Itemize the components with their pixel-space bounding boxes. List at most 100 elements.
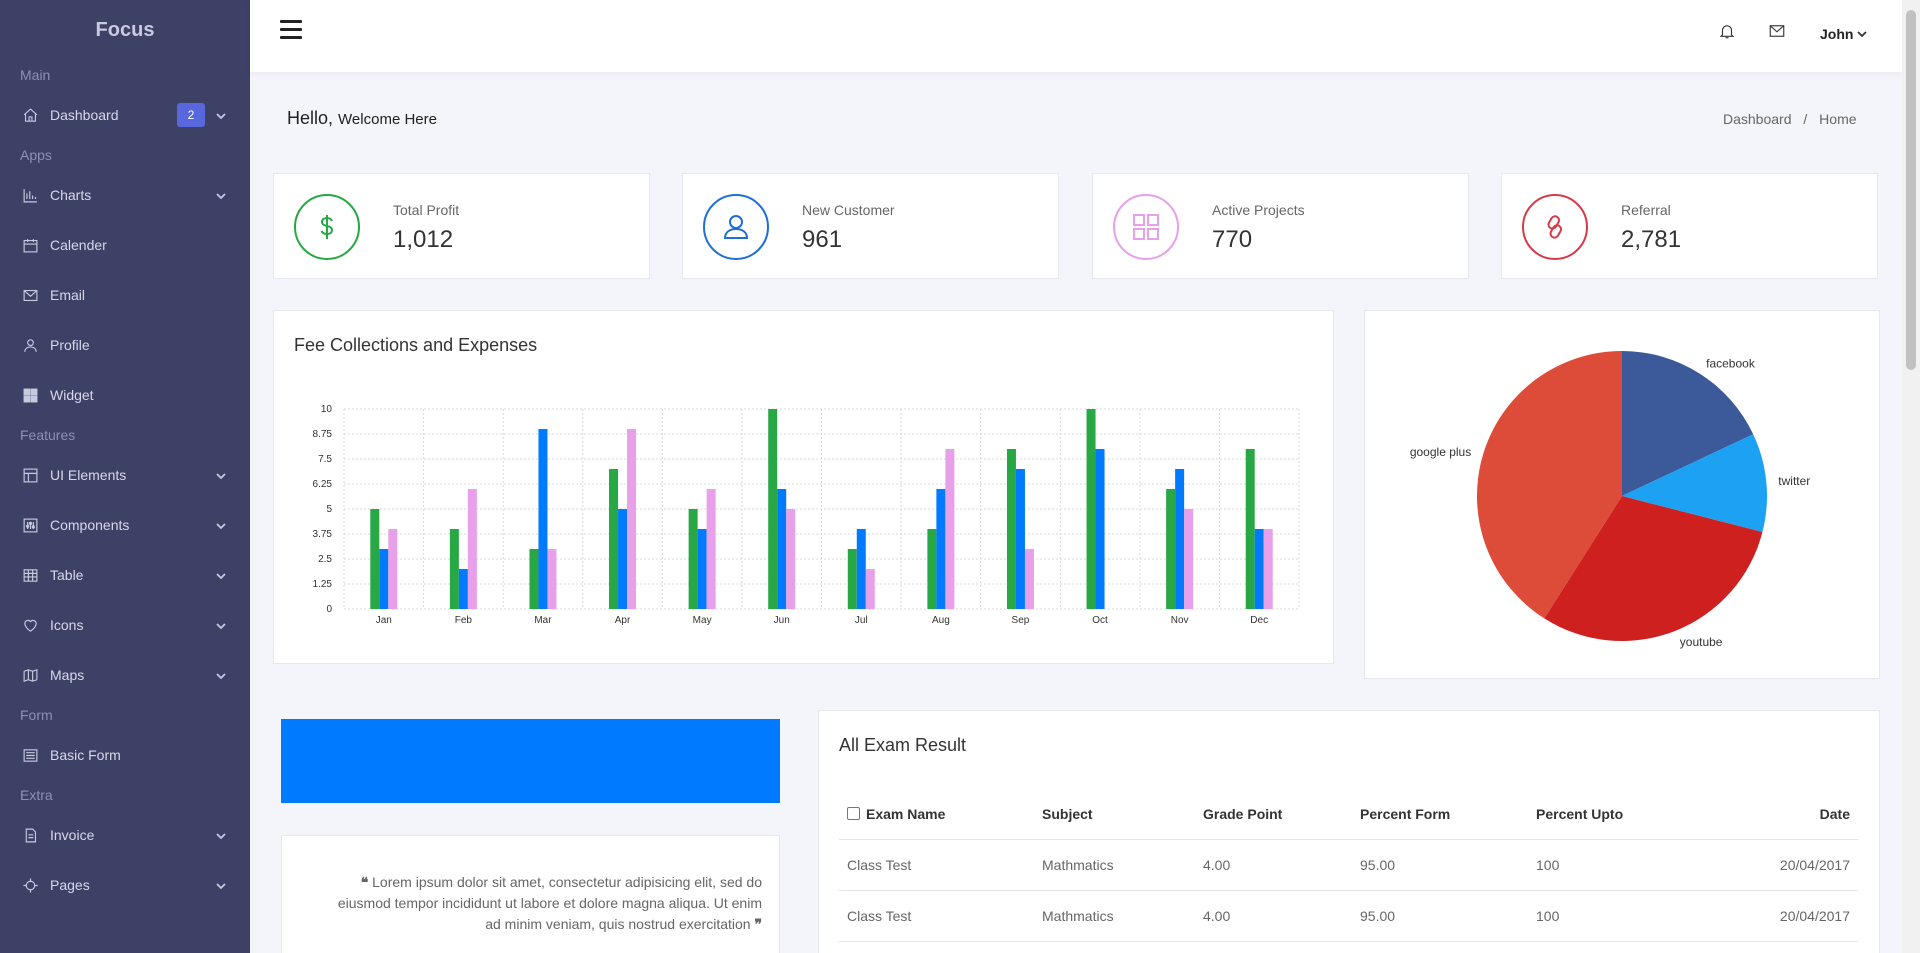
pie-slice — [1622, 434, 1767, 533]
bar — [609, 469, 619, 609]
stat-label: Total Profit — [393, 202, 460, 218]
home-icon — [20, 105, 40, 125]
mail-icon[interactable] — [1768, 22, 1788, 42]
column-percent-form: Percent Form — [1352, 789, 1528, 840]
brand-logo[interactable]: Focus — [95, 18, 155, 41]
x-tick-label: Mar — [534, 615, 552, 626]
bell-icon[interactable] — [1718, 22, 1738, 42]
chevron-down-icon — [215, 519, 227, 531]
sidebar-item-calender[interactable]: Calender — [0, 220, 250, 270]
sidebar-item-label: Icons — [50, 617, 84, 633]
stat-card-referral: Referral 2,781 — [1501, 173, 1878, 279]
pie-label: facebook — [1706, 356, 1756, 370]
cell-percent-upto: 100 — [1528, 839, 1698, 891]
exam-table: Exam Name Subject Grade Point Percent Fo… — [839, 789, 1858, 942]
stat-label: Referral — [1621, 202, 1671, 218]
heart-icon — [20, 615, 40, 635]
breadcrumb-dashboard[interactable]: Dashboard — [1723, 111, 1792, 127]
chevron-down-icon — [215, 189, 227, 201]
sidebar-item-label: Profile — [50, 337, 90, 353]
layout-icon — [20, 465, 40, 485]
chevron-down-icon — [215, 669, 227, 681]
chevron-down-icon — [215, 109, 227, 121]
x-tick-label: Jul — [855, 615, 868, 626]
envelope-icon — [20, 285, 40, 305]
bar — [1015, 469, 1025, 609]
bar — [856, 529, 866, 609]
bar — [370, 509, 380, 609]
column-grade-point: Grade Point — [1195, 789, 1352, 840]
sidebar-item-charts[interactable]: Charts — [0, 170, 250, 220]
bar — [1166, 489, 1176, 609]
blue-banner — [281, 719, 780, 803]
pie-chart: facebook twitter youtube google plus — [1410, 351, 1810, 649]
user-menu[interactable]: John — [1820, 26, 1868, 42]
menu-section-title: Extra — [20, 787, 53, 803]
sidebar-item-pages[interactable]: Pages — [0, 860, 250, 910]
sidebar-item-email[interactable]: Email — [0, 270, 250, 320]
table-row[interactable]: Class Test Mathmatics 4.00 95.00 100 20/… — [839, 890, 1858, 942]
sidebar-item-table[interactable]: Table — [0, 550, 250, 600]
sidebar-item-basic-form[interactable]: Basic Form — [0, 730, 250, 780]
stat-card-total-profit: Total Profit 1,012 — [273, 173, 650, 279]
stat-label: Active Projects — [1212, 202, 1305, 218]
select-all-checkbox[interactable] — [847, 806, 860, 820]
sidebar: Focus Main Dashboard 2 Apps Charts Calender Em… — [0, 0, 250, 953]
sidebar-item-label: Table — [50, 567, 84, 583]
quote-close-icon: ❞ — [754, 916, 762, 932]
bar — [786, 509, 796, 609]
stat-label: New Customer — [802, 202, 895, 218]
cell-exam-name: Class Test — [839, 839, 1034, 891]
bar — [688, 509, 698, 609]
breadcrumb: Dashboard / Home — [1723, 111, 1857, 127]
bar — [865, 569, 875, 609]
sidebar-item-widget[interactable]: Widget — [0, 370, 250, 420]
sidebar-item-dashboard[interactable]: Dashboard 2 — [0, 90, 250, 140]
y-tick-label: 7.5 — [318, 454, 332, 465]
hello-text: Hello, — [287, 108, 334, 128]
sidebar-item-invoice[interactable]: Invoice — [0, 810, 250, 860]
form-icon — [20, 745, 40, 765]
sidebar-item-label: Basic Form — [50, 747, 121, 763]
sidebar-item-profile[interactable]: Profile — [0, 320, 250, 370]
y-tick-label: 1.25 — [313, 579, 333, 590]
sidebar-item-ui-elements[interactable]: UI Elements — [0, 450, 250, 500]
x-tick-label: Feb — [455, 615, 473, 626]
bar — [529, 549, 539, 609]
pie-label: twitter — [1778, 474, 1810, 488]
cell-date: 20/04/2017 — [1698, 839, 1858, 891]
sidebar-item-label: Dashboard — [50, 107, 119, 123]
menu-section-title: Apps — [20, 147, 52, 163]
bar — [1086, 409, 1096, 609]
target-icon — [20, 875, 40, 895]
stat-card-new-customer: New Customer 961 — [682, 173, 1059, 279]
chart-title: Fee Collections and Expenses — [294, 335, 538, 355]
sidebar-item-label: UI Elements — [50, 467, 127, 483]
sidebar-item-label: Invoice — [50, 827, 95, 843]
map-icon — [20, 665, 40, 685]
page-scrollbar[interactable] — [1902, 0, 1920, 953]
x-tick-label: Aug — [932, 615, 950, 626]
x-tick-label: Oct — [1092, 615, 1108, 626]
scrollbar-thumb[interactable] — [1906, 10, 1916, 370]
sidebar-menu: Main Dashboard 2 Apps Charts Calender Email Pro… — [0, 60, 250, 910]
widget-grid-icon — [20, 385, 40, 405]
bar — [1006, 449, 1016, 609]
sidebar-item-maps[interactable]: Maps — [0, 650, 250, 700]
cell-percent-form: 95.00 — [1352, 890, 1528, 942]
bar — [1095, 449, 1105, 609]
x-tick-label: May — [693, 615, 712, 626]
pie-slice — [1544, 496, 1763, 641]
sidebar-item-label: Pages — [50, 877, 90, 893]
sidebar-item-icons[interactable]: Icons — [0, 600, 250, 650]
top-header: John — [250, 0, 1902, 72]
chevron-down-icon — [1857, 31, 1868, 38]
sidebar-item-components[interactable]: Components — [0, 500, 250, 550]
table-row[interactable]: Class Test Mathmatics 4.00 95.00 100 20/… — [839, 839, 1858, 891]
hamburger-menu-icon[interactable] — [280, 20, 302, 40]
column-percent-upto: Percent Upto — [1528, 789, 1698, 840]
bar — [458, 569, 468, 609]
sidebar-item-label: Maps — [50, 667, 85, 683]
x-tick-label: Sep — [1012, 615, 1030, 626]
chevron-down-icon — [215, 879, 227, 891]
